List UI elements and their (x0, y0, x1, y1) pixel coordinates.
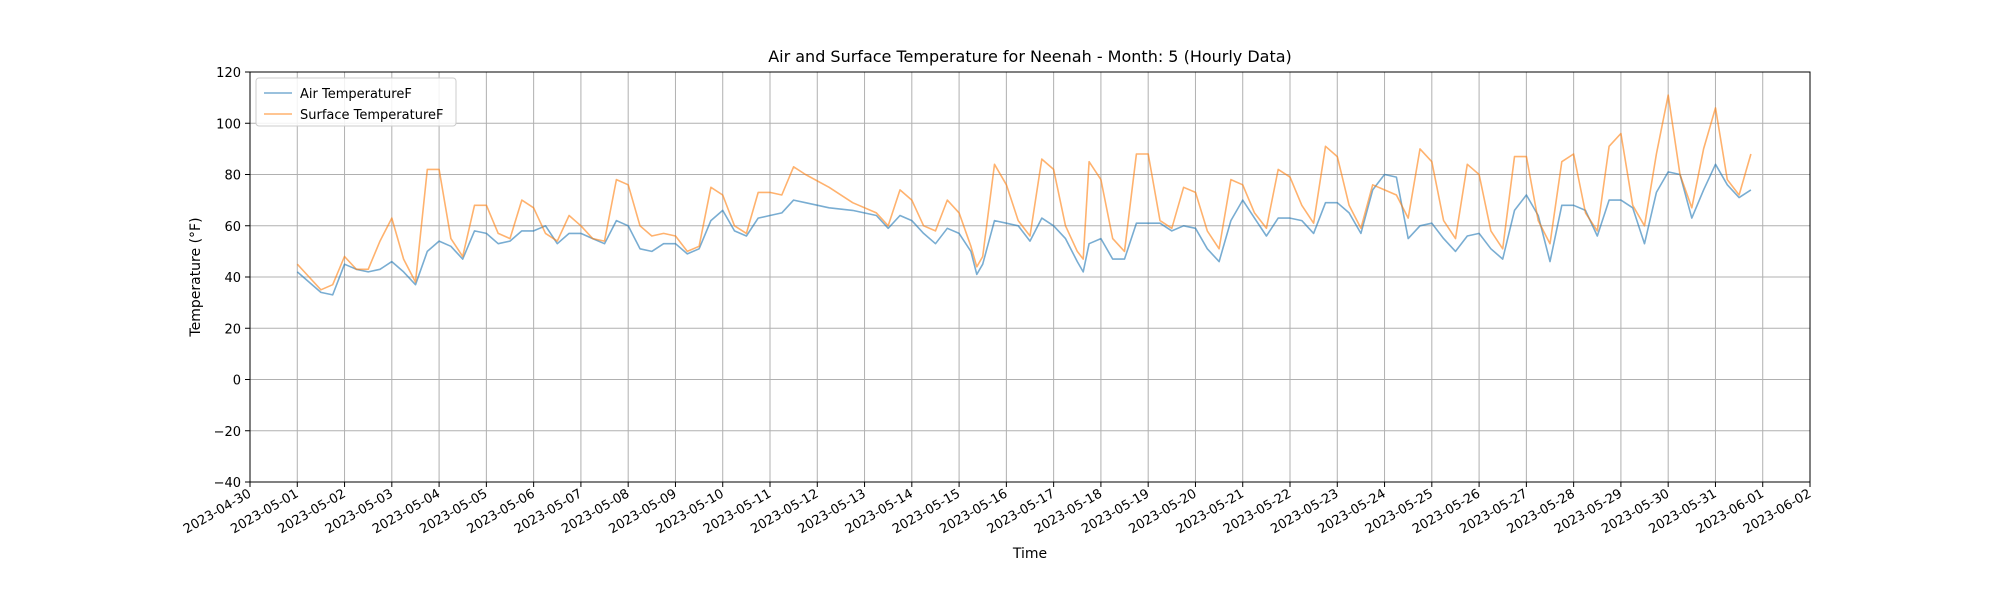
legend: Air TemperatureF Surface TemperatureF (255, 77, 457, 127)
y-tick-label: −20 (214, 425, 241, 440)
y-tick-label: 60 (224, 220, 241, 235)
y-tick-label: 120 (216, 66, 241, 81)
y-tick-label: 40 (224, 271, 241, 286)
y-axis-label: Temperature (°F) (188, 217, 204, 337)
y-tick-label: −40 (214, 476, 241, 491)
y-tick-label: 80 (224, 169, 241, 184)
legend-box (255, 77, 457, 127)
y-tick-label: 100 (216, 117, 241, 132)
series-line-surface-temperature (296, 94, 1752, 291)
y-tick-label: 0 (233, 374, 241, 389)
x-axis-label: Time (1012, 546, 1047, 562)
chart-title: Air and Surface Temperature for Neenah -… (768, 47, 1292, 66)
legend-label: Air TemperatureF (300, 87, 412, 102)
legend-label: Surface TemperatureF (300, 108, 443, 123)
series-line-air-temperature (296, 163, 1752, 296)
series-lines (296, 94, 1752, 296)
y-tick-label: 20 (224, 322, 241, 337)
